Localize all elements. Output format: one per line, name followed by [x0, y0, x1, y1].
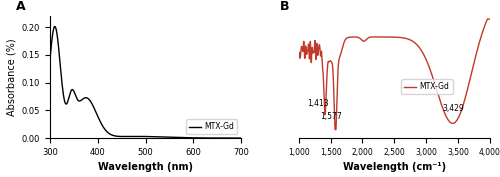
Text: B: B — [280, 0, 289, 13]
Legend: MTX-Gd: MTX-Gd — [401, 79, 452, 94]
MTX-Gd — [472, 59, 478, 61]
MTX-Gd — [378, 36, 384, 38]
Text: 1,413: 1,413 — [307, 99, 328, 108]
MTX-Gd — [47, 58, 53, 61]
MTX-Gd — [487, 18, 493, 20]
MTX-Gd — [376, 36, 382, 38]
MTX-Gd — [434, 92, 440, 94]
Text: 1,577: 1,577 — [320, 112, 342, 121]
Text: 3,429: 3,429 — [442, 104, 464, 113]
Legend: MTX-Gd: MTX-Gd — [186, 119, 238, 134]
MTX-Gd — [386, 36, 392, 38]
MTX-Gd — [66, 93, 72, 96]
MTX-Gd — [484, 18, 490, 20]
MTX-Gd — [332, 129, 338, 131]
Line: MTX-Gd: MTX-Gd — [298, 19, 490, 130]
Line: MTX-Gd: MTX-Gd — [50, 27, 242, 138]
MTX-Gd — [124, 135, 130, 138]
MTX-Gd — [296, 58, 302, 60]
MTX-Gd — [178, 136, 184, 139]
MTX-Gd — [196, 137, 202, 139]
X-axis label: Wavelength (nm): Wavelength (nm) — [98, 162, 193, 172]
Text: A: A — [16, 0, 25, 13]
MTX-Gd — [200, 137, 206, 139]
MTX-Gd — [52, 25, 58, 28]
MTX-Gd — [481, 26, 487, 28]
X-axis label: Wavelength (cm⁻¹): Wavelength (cm⁻¹) — [343, 162, 446, 172]
Y-axis label: Absorbance (%): Absorbance (%) — [6, 38, 16, 116]
MTX-Gd — [132, 135, 138, 138]
MTX-Gd — [238, 137, 244, 139]
